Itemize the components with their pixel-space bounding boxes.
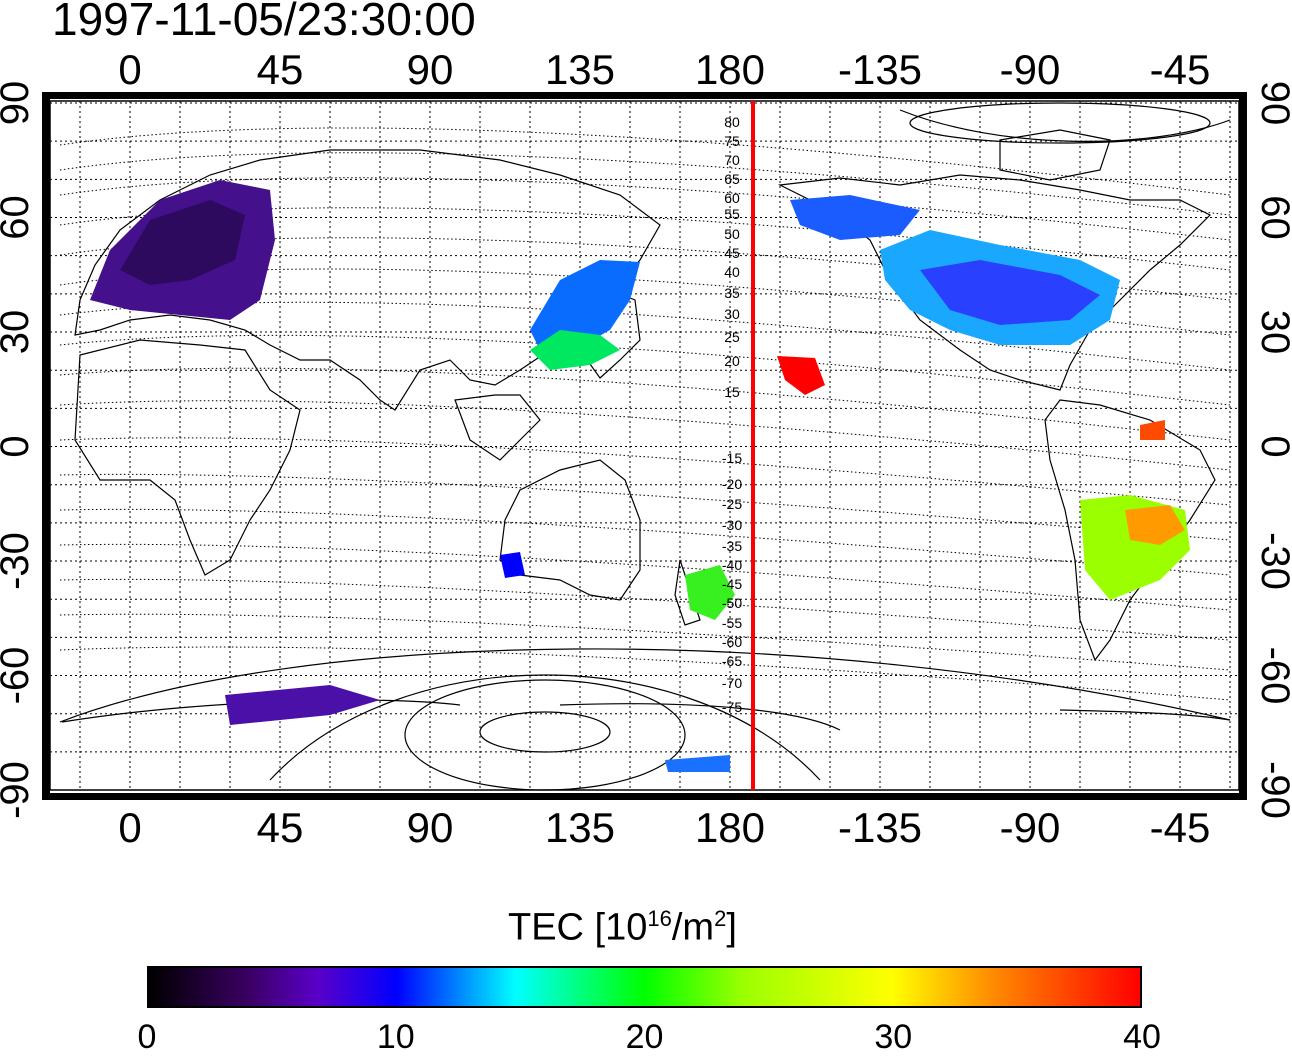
right-latitude-ticks: 90 60 30 0 -30 -60 -90 — [1253, 81, 1292, 819]
top-lon-tick: -90 — [1000, 46, 1061, 93]
mlat-label: -50 — [722, 595, 742, 611]
left-lat-tick: -30 — [0, 532, 37, 590]
bottom-lon-tick: -45 — [1150, 804, 1211, 851]
mlat-label: 45 — [724, 245, 740, 261]
left-lat-tick: 60 — [0, 195, 37, 240]
mlat-label: 20 — [724, 353, 740, 369]
top-lon-tick: 45 — [257, 46, 304, 93]
mlat-label: 80 — [724, 114, 740, 130]
mlat-label: 40 — [724, 264, 740, 280]
top-lon-tick: -45 — [1150, 46, 1211, 93]
tec-australia-west — [500, 552, 525, 578]
bottom-lon-tick: 135 — [545, 804, 615, 851]
mlat-label: 65 — [724, 171, 740, 187]
colorbar-tick: 20 — [625, 1018, 664, 1056]
left-latitude-ticks: 90 60 30 0 -30 -60 -90 — [0, 81, 37, 819]
auroral-contours — [59, 102, 1231, 791]
axis-bars — [42, 92, 1247, 800]
top-lon-tick: 180 — [695, 46, 765, 93]
tec-ross-swath — [665, 755, 730, 772]
bottom-lon-tick: 90 — [407, 804, 454, 851]
mlat-label: -30 — [722, 517, 742, 533]
mlat-label: 15 — [724, 384, 740, 400]
mlat-label: 70 — [724, 152, 740, 168]
tec-world-map: 8075706560555045403530252015-15-20-25-30… — [0, 46, 1292, 851]
right-lat-tick: -90 — [1253, 761, 1292, 819]
tec-pacific-hotspot — [777, 356, 825, 395]
mlat-label: 60 — [724, 190, 740, 206]
bottom-lon-tick: 0 — [118, 804, 141, 851]
mlat-label: -55 — [722, 615, 742, 631]
right-lat-tick: 30 — [1253, 310, 1292, 355]
colorbar-tick: 10 — [376, 1018, 415, 1056]
colorbar-tick: 40 — [1123, 1018, 1161, 1056]
mlat-label: -15 — [722, 450, 742, 466]
tec-brazil-hot — [1140, 420, 1165, 440]
tec-new-zealand-cluster — [685, 565, 735, 620]
right-lat-tick: -30 — [1253, 532, 1292, 590]
left-lat-tick: 90 — [0, 81, 37, 126]
mlat-label: -40 — [722, 557, 742, 573]
mlat-label: -70 — [722, 675, 742, 691]
left-lat-tick: -90 — [0, 761, 37, 819]
tec-south-america-hot — [1125, 505, 1185, 545]
colorbar-tick: 0 — [137, 1018, 157, 1056]
bottom-lon-tick: -90 — [1000, 804, 1061, 851]
top-lon-tick: 135 — [545, 46, 615, 93]
colorbar-label: TEC [1016/m2] — [508, 906, 737, 949]
colorbar-tick: 30 — [874, 1018, 913, 1056]
right-lat-tick: 0 — [1253, 435, 1292, 457]
bottom-lon-tick: -135 — [838, 804, 922, 851]
mlat-label: -60 — [722, 634, 742, 650]
bottom-lon-tick: 180 — [695, 804, 765, 851]
mlat-label: 30 — [724, 306, 740, 322]
map-timestamp-title: 1997-11-05/23:30:00 — [52, 0, 476, 45]
top-longitude-ticks: 0 45 90 135 180 -135 -90 -45 — [118, 46, 1210, 93]
tec-japan-south — [530, 330, 620, 370]
mlat-label: 25 — [724, 329, 740, 345]
right-lat-tick: 90 — [1253, 81, 1292, 126]
mlat-label: -25 — [722, 496, 742, 512]
tec-alaska-cluster — [790, 195, 920, 240]
tec-antarctic-swath — [225, 685, 380, 725]
tec-north-america-core — [920, 260, 1100, 325]
mlat-label: -65 — [722, 653, 742, 669]
bottom-lon-tick: 45 — [257, 804, 304, 851]
mlat-label: -45 — [722, 576, 742, 592]
bottom-longitude-ticks: 0 45 90 135 180 -135 -90 -45 — [118, 804, 1210, 851]
mlat-label: 55 — [724, 206, 740, 222]
top-lon-tick: 0 — [118, 46, 141, 93]
mlat-label: -75 — [722, 699, 742, 715]
top-lon-tick: -135 — [838, 46, 922, 93]
top-lon-tick: 90 — [407, 46, 454, 93]
mlat-label: -20 — [722, 476, 742, 492]
left-lat-tick: 30 — [0, 310, 37, 355]
tec-data-regions — [90, 180, 1190, 772]
left-lat-tick: 0 — [0, 435, 37, 457]
left-lat-tick: -60 — [0, 647, 37, 705]
mlat-label: 35 — [724, 285, 740, 301]
mlat-label: 50 — [724, 226, 740, 242]
mlat-label: 75 — [724, 133, 740, 149]
right-lat-tick: 60 — [1253, 195, 1292, 240]
mlat-label: -35 — [722, 538, 742, 554]
tec-colorbar — [147, 966, 1142, 1008]
tec-europe-core — [120, 200, 245, 285]
right-lat-tick: -60 — [1253, 647, 1292, 705]
